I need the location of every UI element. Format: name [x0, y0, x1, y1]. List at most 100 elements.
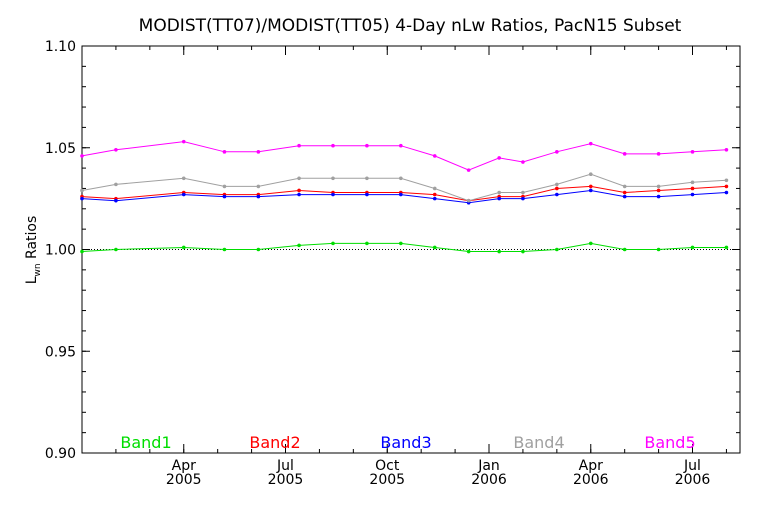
data-point-band1: [222, 247, 227, 252]
data-point-band3: [222, 194, 227, 199]
data-point-band1: [555, 247, 559, 252]
y-axis-ticks: 0.90 0.95 1.00 1.05 1.10: [45, 39, 740, 462]
data-point-band5: [555, 150, 559, 154]
data-point-band1: [399, 241, 403, 246]
data-point-band3: [399, 192, 403, 197]
data-point-band4: [555, 182, 559, 187]
legend-label-band1: Band1: [120, 433, 171, 452]
series-group: [80, 139, 729, 254]
data-point-band4: [724, 178, 729, 183]
data-point-band1: [331, 241, 335, 246]
data-point-band5: [399, 143, 403, 148]
data-point-band3: [297, 192, 301, 197]
x-tick-month: Oct: [375, 458, 400, 474]
data-point-band5: [521, 160, 525, 164]
data-point-band5: [656, 152, 661, 156]
data-point-band2: [622, 190, 627, 195]
data-point-band4: [432, 186, 437, 191]
data-point-band3: [256, 194, 261, 199]
data-point-band5: [690, 150, 695, 154]
legend-label-band2: Band2: [249, 433, 300, 452]
x-tick-month: Apr: [579, 458, 603, 474]
y-tick-label: 1.00: [45, 243, 76, 259]
data-point-band1: [588, 241, 593, 246]
data-point-band5: [114, 147, 118, 152]
data-point-band5: [222, 150, 227, 154]
data-point-band4: [622, 184, 627, 189]
series-line-band1: [81, 242, 727, 252]
data-point-band5: [497, 156, 501, 160]
legend: Band1 Band2 Band3 Band4 Band5: [120, 433, 695, 452]
x-tick-month: Apr: [172, 458, 196, 474]
data-point-band3: [622, 194, 627, 199]
data-point-band3: [365, 192, 369, 197]
data-point-band5: [80, 154, 84, 158]
y-axis-label: Lwn Ratios: [24, 216, 43, 285]
data-point-band5: [365, 143, 369, 148]
data-point-band5: [432, 154, 437, 158]
x-tick-year: 2005: [369, 472, 405, 488]
data-point-band4: [331, 176, 335, 181]
data-point-band5: [588, 141, 593, 146]
data-point-band1: [432, 245, 437, 250]
data-point-band2: [432, 192, 437, 197]
data-point-band3: [331, 192, 335, 197]
x-tick-month: Jul: [683, 458, 701, 474]
data-point-band3: [432, 196, 437, 201]
data-point-band2: [724, 184, 729, 189]
data-point-band1: [690, 245, 695, 250]
data-point-band4: [466, 198, 471, 203]
data-point-band4: [365, 176, 369, 181]
data-point-band2: [656, 188, 661, 193]
data-point-band1: [80, 249, 84, 254]
data-point-band3: [724, 190, 729, 195]
data-point-band4: [399, 176, 403, 181]
data-point-band5: [256, 150, 261, 154]
data-point-band3: [656, 194, 661, 199]
data-point-band3: [181, 192, 186, 197]
data-point-band4: [297, 176, 301, 181]
data-point-band1: [521, 249, 525, 254]
data-point-band5: [297, 143, 301, 148]
legend-label-band5: Band5: [644, 433, 695, 452]
x-tick-year: 2006: [675, 472, 711, 488]
data-point-band3: [80, 196, 84, 201]
x-tick-month: Jan: [477, 458, 500, 474]
data-point-band1: [497, 249, 501, 254]
data-point-band4: [114, 182, 118, 187]
data-point-band4: [497, 190, 501, 195]
data-point-band1: [622, 247, 627, 252]
legend-label-band4: Band4: [513, 433, 564, 452]
data-point-band2: [588, 184, 593, 189]
x-tick-year: 2006: [573, 472, 609, 488]
y-tick-label: 0.95: [45, 344, 76, 360]
data-point-band4: [256, 184, 261, 189]
chart-title: MODIST(TT07)/MODIST(TT05) 4-Day nLw Rati…: [139, 16, 682, 36]
x-axis-ticks: Apr2005Jul2005Oct2005Jan2006Apr2006Jul20…: [115, 46, 727, 488]
x-tick-year: 2005: [268, 472, 304, 488]
data-point-band1: [297, 243, 301, 248]
data-point-band1: [466, 249, 471, 254]
data-point-band5: [331, 143, 335, 148]
y-tick-label: 1.05: [45, 141, 76, 157]
data-point-band3: [497, 196, 501, 201]
data-point-band1: [114, 247, 118, 252]
data-point-band3: [555, 192, 559, 197]
data-point-band1: [256, 247, 261, 252]
legend-label-band3: Band3: [380, 433, 431, 452]
data-point-band5: [181, 139, 186, 144]
data-point-band4: [222, 184, 227, 189]
data-point-band5: [622, 152, 627, 156]
data-point-band4: [656, 184, 661, 189]
y-tick-label: 1.10: [45, 39, 76, 55]
data-point-band1: [656, 247, 661, 252]
x-tick-year: 2005: [166, 472, 202, 488]
x-tick-month: Jul: [276, 458, 294, 474]
data-point-band5: [466, 168, 471, 172]
data-point-band4: [80, 188, 84, 193]
data-point-band4: [521, 190, 525, 195]
x-tick-year: 2006: [471, 472, 507, 488]
y-tick-label: 0.90: [45, 446, 76, 462]
data-point-band1: [724, 245, 729, 250]
